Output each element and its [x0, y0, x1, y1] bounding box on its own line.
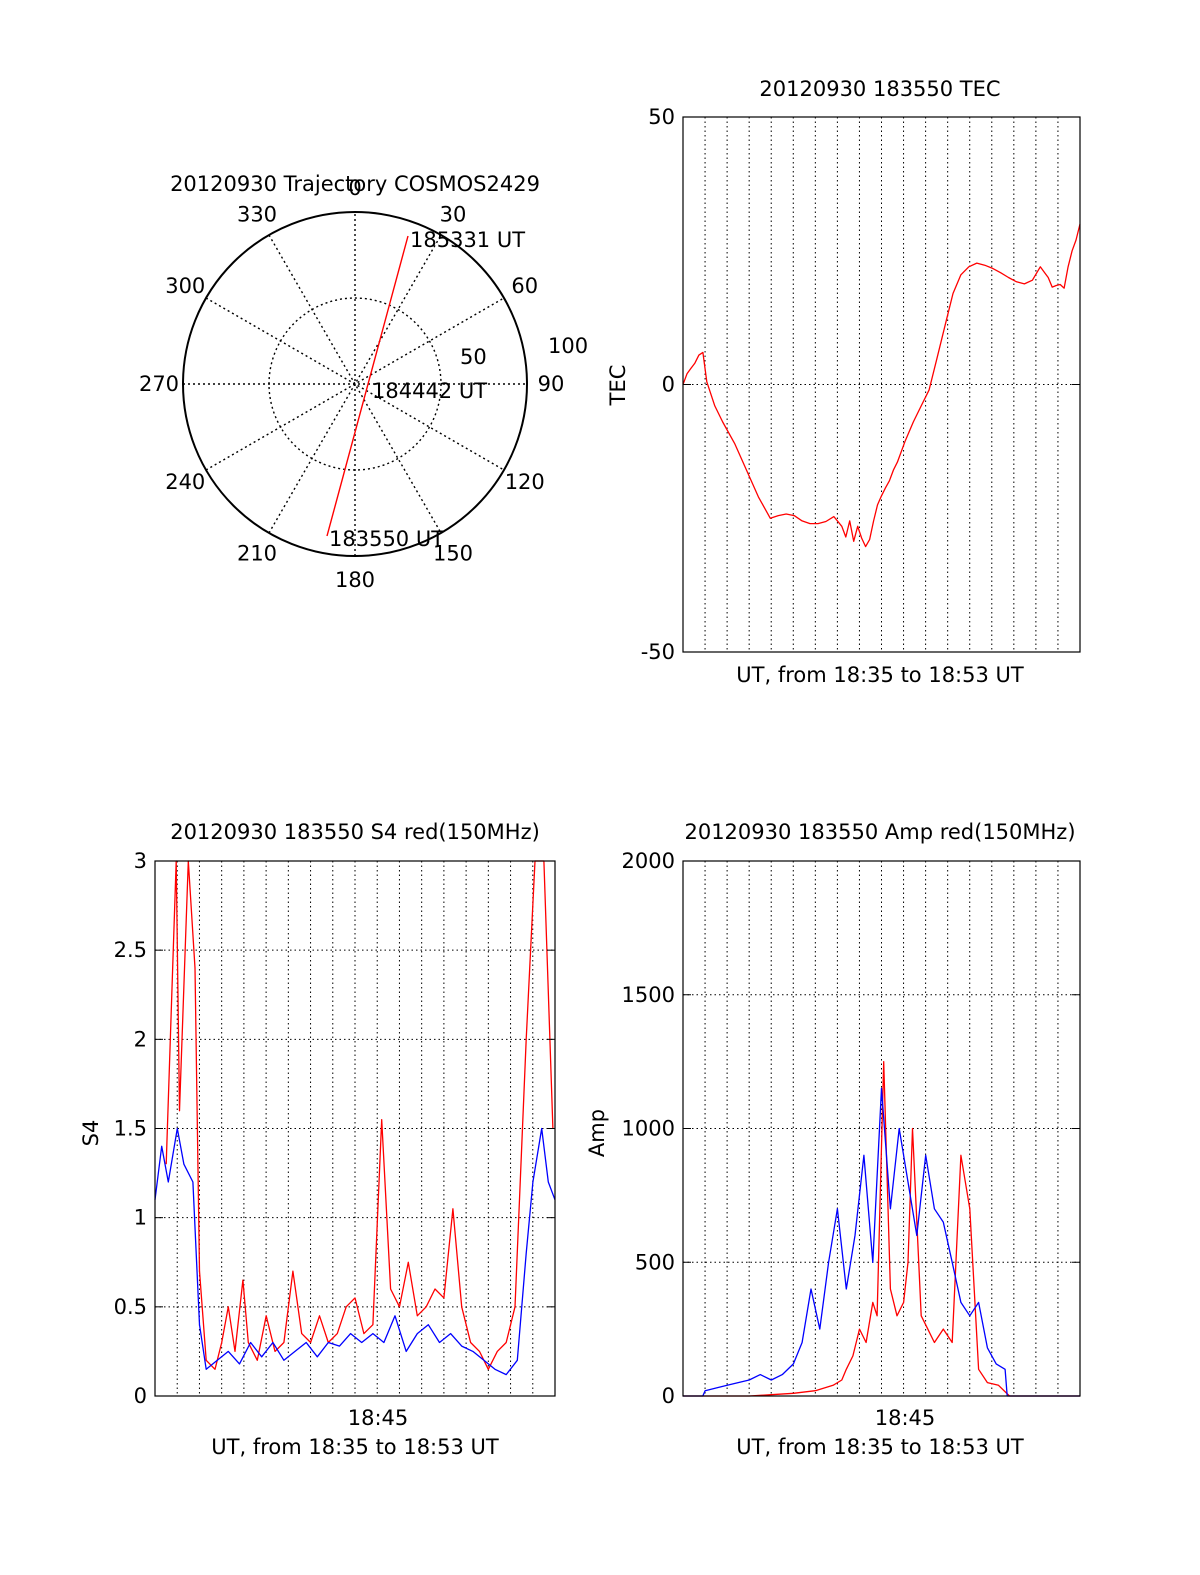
tec-xlabel: UT, from 18:35 to 18:53 UT	[736, 663, 1024, 687]
tec-grid	[683, 117, 1080, 652]
polar-ring-label-50: 50	[460, 345, 487, 369]
polar-grid	[183, 212, 527, 556]
polar-azimuth-label-30: 30	[440, 202, 467, 226]
polar-azimuth-label-270: 270	[139, 372, 179, 396]
amp-ytick-label: 1000	[622, 1117, 675, 1141]
tec-ytick-label: 50	[648, 105, 675, 129]
amp-plot-area	[683, 1060, 1080, 1397]
s4-ytick-label: 1	[134, 1206, 147, 1230]
amp-xlabel: UT, from 18:35 to 18:53 UT	[736, 1435, 1024, 1459]
amp-xtick: 18:45	[875, 1406, 936, 1430]
amp-ylabel: Amp	[585, 1109, 609, 1157]
amp-ytick-label: 0	[662, 1384, 675, 1408]
polar-azimuth-label-0: 0	[348, 176, 361, 200]
amp-ytick-label: 2000	[622, 849, 675, 873]
s4-ytick-label: 1.5	[114, 1117, 147, 1141]
s4-ytick-label: 0	[134, 1384, 147, 1408]
amp-ytick-label: 1500	[622, 983, 675, 1007]
trajectory-mid-label: 184442 UT	[372, 379, 487, 403]
s4-ytick-label: 3	[134, 849, 147, 873]
polar-azimuth-label-330: 330	[237, 202, 277, 226]
tec-y-ticks: -50 0 50	[641, 105, 1080, 664]
amp-panel: 20120930 183550 Amp red(150MHz) 0 500 1000…	[585, 820, 1081, 1459]
trajectory-end-label: 185331 UT	[410, 228, 525, 252]
polar-azimuth-label-120: 120	[505, 470, 545, 494]
s4-panel: 20120930 183550 S4 red(150MHz) 0 0.5 1 1.5 2…	[79, 820, 556, 1459]
tec-ytick-label: 0	[662, 373, 675, 397]
amp-series-blue-line	[683, 1087, 1080, 1397]
s4-ytick-label: 2.5	[114, 938, 147, 962]
tec-ylabel: TEC	[606, 365, 630, 407]
polar-inner-ring	[268, 297, 442, 471]
trajectory-line	[326, 235, 409, 537]
polar-azimuth-label-300: 300	[165, 274, 205, 298]
s4-xtick: 18:45	[348, 1406, 409, 1430]
polar-azimuth-labels: 0 30 60 90 120 150 180 210 240 270 300 330	[139, 176, 564, 592]
polar-outer-ring	[182, 211, 528, 557]
amp-series-red-line	[683, 1060, 1080, 1397]
tec-title: 20120930 183550 TEC	[759, 77, 1000, 101]
polar-azimuth-label-60: 60	[511, 274, 538, 298]
tec-panel: 20120930 183550 TEC -50 0 50 TEC UT, from …	[606, 77, 1081, 687]
s4-ytick-label: 0.5	[114, 1295, 147, 1319]
polar-title: 20120930 Trajectory COSMOS2429	[170, 172, 540, 196]
amp-title: 20120930 183550 Amp red(150MHz)	[684, 820, 1075, 844]
s4-grid	[155, 861, 555, 1396]
polar-ring-label-100: 100	[548, 334, 588, 358]
polar-panel: 20120930 Trajectory COSMOS2429 0 30 60 90 12…	[139, 172, 588, 592]
amp-ytick-label: 500	[635, 1250, 675, 1274]
polar-azimuth-label-240: 240	[165, 470, 205, 494]
tec-plot-area	[682, 223, 1081, 548]
polar-azimuth-label-180: 180	[335, 568, 375, 592]
s4-plot-area	[154, 860, 556, 1376]
tec-series-red-line	[682, 223, 1081, 548]
polar-azimuth-label-90: 90	[538, 372, 565, 396]
s4-xlabel: UT, from 18:35 to 18:53 UT	[211, 1435, 499, 1459]
polar-spoke-150	[268, 234, 442, 534]
s4-ylabel: S4	[79, 1120, 103, 1147]
s4-y-ticks: 0 0.5 1 1.5 2 2.5 3	[114, 849, 555, 1408]
amp-y-ticks: 0 500 1000 1500 2000	[622, 849, 1080, 1408]
s4-title: 20120930 183550 S4 red(150MHz)	[170, 820, 540, 844]
s4-series-red-line	[165, 860, 554, 1370]
s4-series-blue-line	[154, 1127, 556, 1376]
trajectory-start-label: 183550 UT	[329, 527, 444, 551]
tec-ytick-label: -50	[641, 640, 675, 664]
polar-azimuth-label-210: 210	[237, 542, 277, 566]
s4-ytick-label: 2	[134, 1027, 147, 1051]
polar-azimuth-label-150: 150	[433, 542, 473, 566]
